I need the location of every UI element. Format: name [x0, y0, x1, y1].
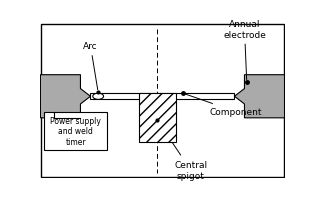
Text: Arc: Arc [83, 42, 98, 90]
Polygon shape [41, 75, 90, 118]
Polygon shape [235, 75, 285, 118]
Text: Component: Component [185, 95, 262, 117]
Text: Power supply
and weld
timer: Power supply and weld timer [50, 116, 101, 146]
Bar [44, 112, 107, 150]
Bar [139, 94, 176, 143]
Text: Central
spigot: Central spigot [159, 123, 207, 180]
Text: Annual
electrode: Annual electrode [223, 20, 266, 80]
Ellipse shape [93, 94, 104, 100]
Polygon shape [90, 94, 235, 100]
